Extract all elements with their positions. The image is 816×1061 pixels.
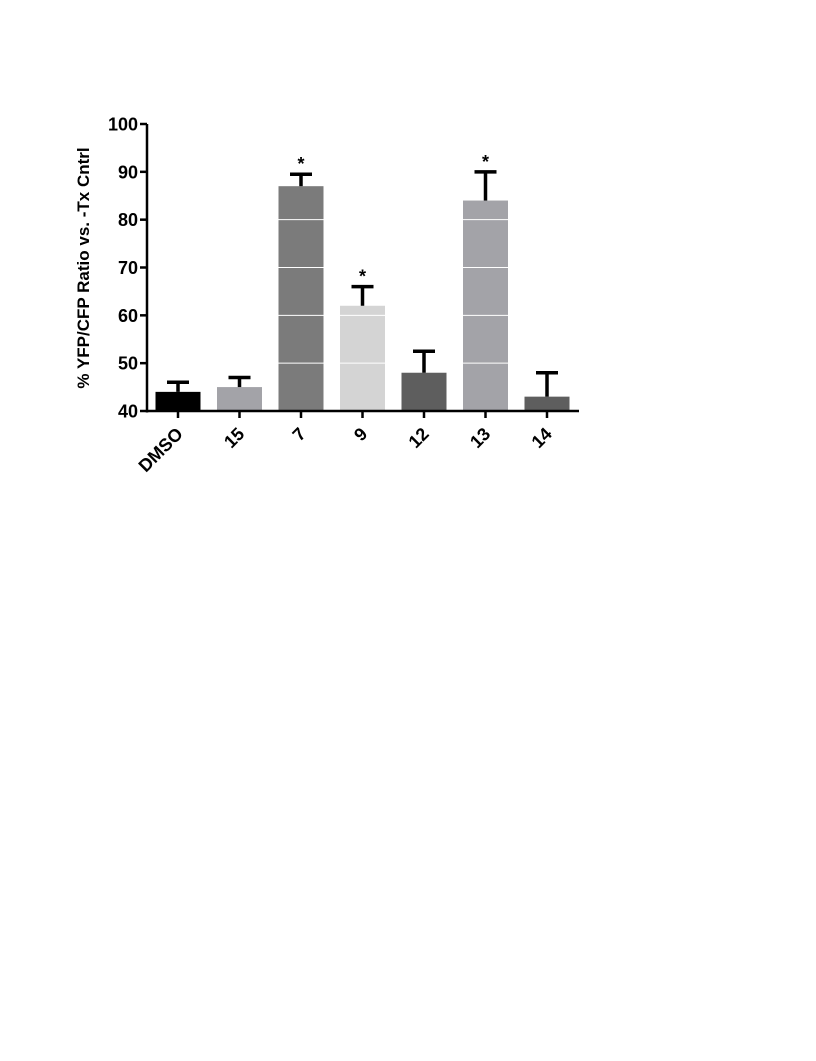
- y-tick-label: 80: [118, 210, 138, 230]
- significance-marker: *: [482, 152, 489, 172]
- x-tick-label-12: 12: [405, 424, 433, 452]
- bar-14: [524, 396, 570, 411]
- x-tick-label-15: 15: [220, 424, 248, 452]
- y-tick-label: 40: [118, 402, 138, 422]
- y-tick-label: 90: [118, 162, 138, 182]
- x-tick-label-13: 13: [466, 424, 494, 452]
- x-tick-label-14: 14: [528, 424, 556, 452]
- y-tick-label: 70: [118, 258, 138, 278]
- x-tick-label-7: 7: [289, 424, 310, 445]
- bar-13: [463, 200, 508, 411]
- bar-9: [340, 305, 385, 411]
- y-axis-label: % YFP/CFP Ratio vs. -Tx Cntrl: [74, 147, 93, 388]
- x-tick-label-9: 9: [350, 424, 371, 445]
- x-tick-label-DMSO: DMSO: [135, 424, 187, 476]
- bar-15: [217, 387, 262, 411]
- bar-DMSO: [155, 391, 201, 411]
- significance-marker: *: [359, 267, 366, 287]
- y-tick-label: 60: [118, 306, 138, 326]
- bar-12: [401, 372, 447, 411]
- bar-7: [278, 186, 324, 411]
- y-tick-label: 100: [108, 115, 138, 135]
- y-tick-label: 50: [118, 354, 138, 374]
- significance-marker: *: [297, 154, 304, 174]
